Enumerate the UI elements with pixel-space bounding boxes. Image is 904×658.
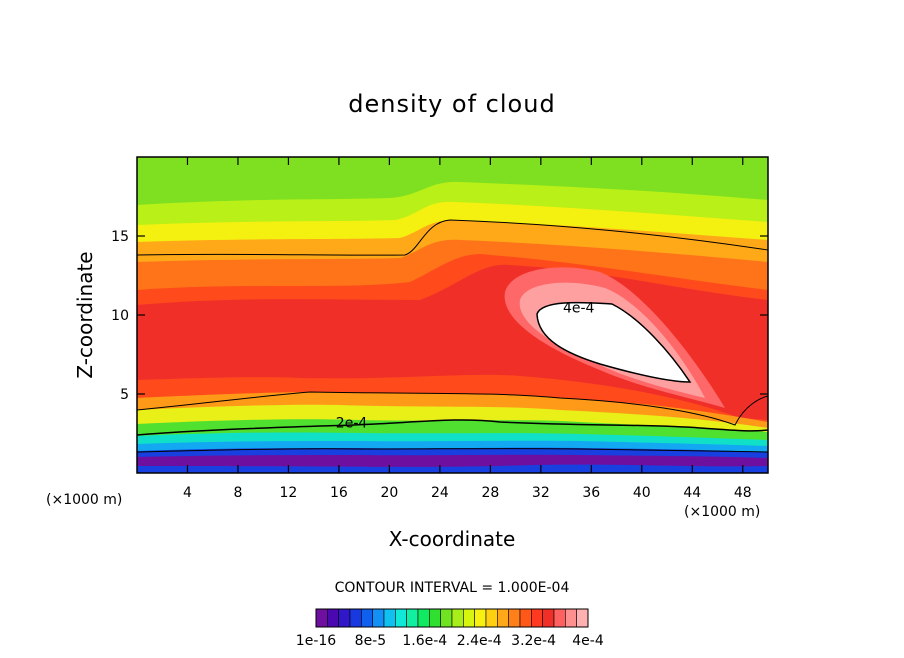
x-tick-label: 36 — [582, 485, 600, 501]
contour-label: 4e-4 — [563, 300, 595, 316]
x-axis: 4 8 12 16 20 24 28 32 36 40 44 48 — [183, 157, 752, 501]
x-tick-label: 44 — [683, 485, 701, 501]
colorbar-tick-label: 2.4e-4 — [457, 633, 502, 649]
colorbar-tick-label: 3.2e-4 — [511, 633, 556, 649]
y-tick-label: 10 — [111, 308, 129, 324]
x-tick-label: 28 — [481, 485, 499, 501]
colorbar-swatch — [429, 608, 441, 628]
x-tick-label: 32 — [532, 485, 550, 501]
x-tick-label: 24 — [431, 485, 449, 501]
colorbar-tick-label: 1.6e-4 — [402, 633, 447, 649]
colorbar-swatch — [542, 608, 555, 628]
colorbar-swatch — [531, 608, 543, 628]
chart-title: density of cloud — [348, 90, 555, 118]
colorbar-swatch — [349, 608, 362, 628]
core-white — [536, 301, 692, 383]
contour-1e-4-lower — [137, 391, 768, 426]
colorbar-swatch — [497, 608, 509, 628]
colorbar — [315, 608, 589, 628]
colorbar-swatch — [395, 608, 407, 628]
colorbar-tick-label: 4e-4 — [572, 633, 604, 649]
contour-labels: 4e-4 2e-4 — [336, 300, 595, 432]
colorbar-swatch — [474, 608, 487, 628]
colorbar-swatch — [565, 608, 577, 628]
colorbar-swatch — [417, 608, 430, 628]
x-tick-label: 40 — [633, 485, 651, 501]
colorbar-frame — [315, 608, 589, 628]
contour-1e-4-upper — [137, 219, 768, 256]
y-axis-label: Z-coordinate — [73, 251, 97, 378]
contour-interval: CONTOUR INTERVAL = 1.000E-04 — [335, 580, 570, 596]
colorbar-swatch — [361, 608, 373, 628]
colorbar-swatch — [327, 608, 339, 628]
contour-label: 2e-4 — [336, 416, 368, 432]
contour-2e-4 — [137, 419, 768, 436]
colorbar-swatch — [519, 608, 532, 628]
band-low-purple — [137, 454, 768, 467]
colorbar-swatch — [451, 608, 464, 628]
contour-low — [137, 448, 768, 453]
colorbar-swatch — [440, 608, 453, 628]
x-unit-right: (×1000 m) — [684, 504, 760, 520]
colorbar-swatch — [576, 608, 589, 628]
x-tick-label: 8 — [233, 485, 242, 501]
colorbar-tick-label: 1e-16 — [296, 633, 336, 649]
colorbar-swatch — [406, 608, 419, 628]
x-unit-left: (×1000 m) — [46, 492, 122, 508]
x-tick-label: 12 — [280, 485, 298, 501]
colorbar-labels: 1e-16 8e-5 1.6e-4 2.4e-4 3.2e-4 4e-4 — [296, 633, 604, 649]
colorbar-swatch — [338, 608, 351, 628]
colorbar-tick-label: 8e-5 — [355, 633, 386, 649]
y-axis: 5 10 15 — [111, 229, 768, 403]
y-tick-label: 5 — [120, 387, 129, 403]
colorbar-swatch — [553, 608, 566, 628]
x-tick-label: 20 — [380, 485, 398, 501]
y-tick-label: 15 — [111, 229, 129, 245]
colorbar-swatch — [315, 608, 328, 628]
colorbar-swatch — [463, 608, 475, 628]
x-tick-label: 4 — [183, 485, 192, 501]
density-field — [137, 157, 768, 473]
colorbar-swatch — [485, 608, 498, 628]
colorbar-swatch — [372, 608, 385, 628]
colorbar-swatch — [508, 608, 521, 628]
x-tick-label: 16 — [330, 485, 348, 501]
colorbar-swatch — [383, 608, 396, 628]
x-axis-label: X-coordinate — [389, 527, 516, 551]
x-tick-label: 48 — [734, 485, 752, 501]
